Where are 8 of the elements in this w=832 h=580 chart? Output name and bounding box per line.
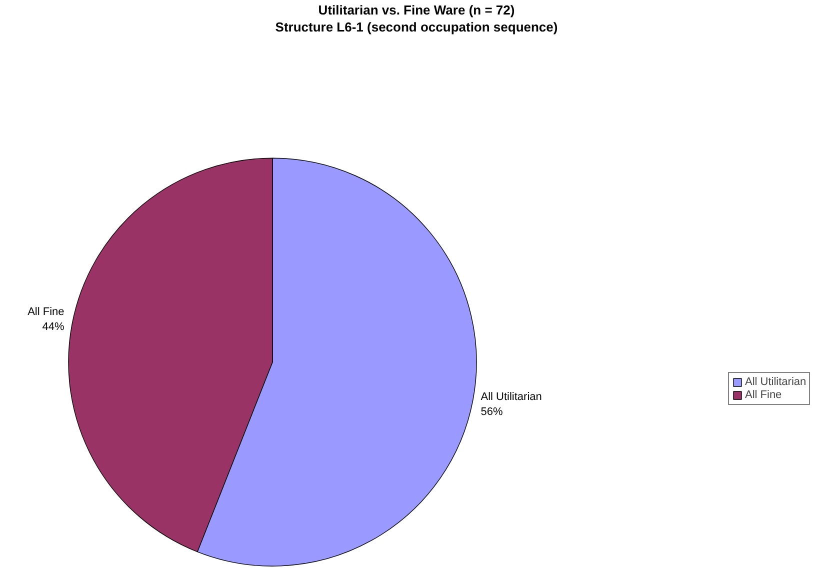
chart-subtitle: Structure L6-1 (second occupation sequence) xyxy=(275,20,558,34)
slice-label: All Fine xyxy=(28,306,64,318)
legend-label: All Fine xyxy=(745,389,782,401)
data-label: 44% xyxy=(42,321,64,334)
legend-label: All Utilitarian xyxy=(745,376,806,388)
slice-label: All Utilitarian xyxy=(480,391,542,404)
chart-title: Utilitarian vs. Fine Ware (n = 72) xyxy=(318,2,515,18)
data-label: 56% xyxy=(480,406,503,418)
